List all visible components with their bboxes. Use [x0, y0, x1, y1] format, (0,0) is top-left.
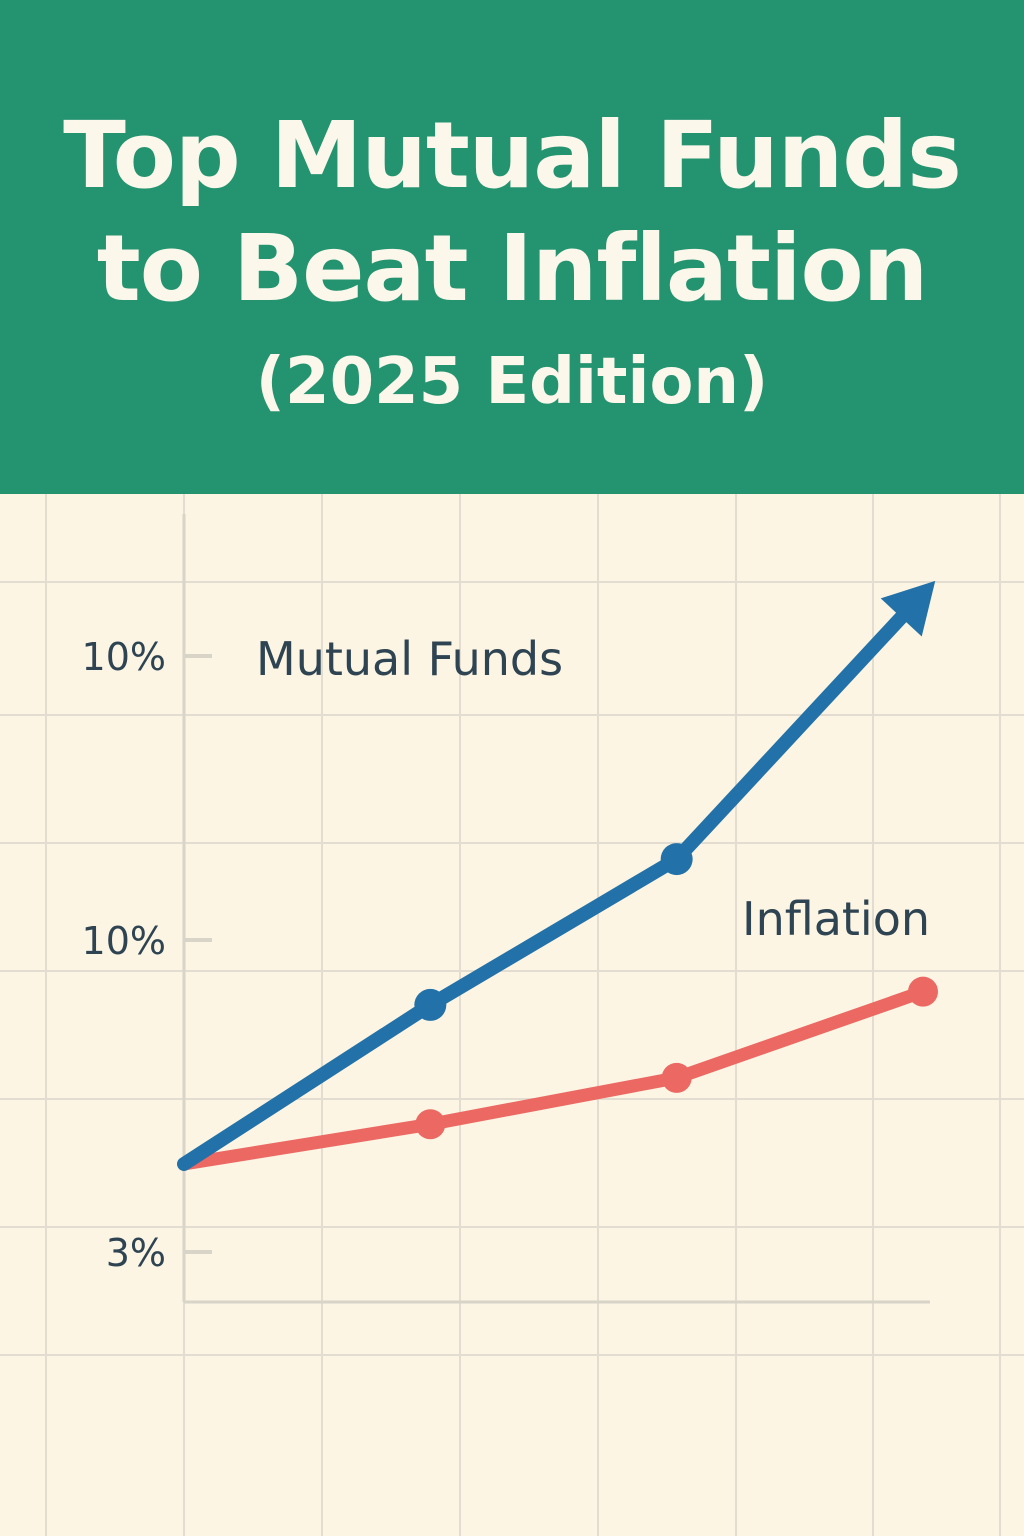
- series-label-mutual-funds: Mutual Funds: [256, 632, 563, 686]
- edition-subtitle: (2025 Edition): [255, 345, 769, 419]
- mutual-funds-point: [660, 843, 693, 876]
- y-axis-ticks: 10% 10% 3%: [82, 635, 212, 1275]
- grid-lines: [0, 494, 1024, 1536]
- y-tick-label: 3%: [106, 1231, 166, 1275]
- y-tick-label: 10%: [82, 635, 166, 679]
- inflation-point: [661, 1062, 692, 1093]
- mutual-funds-point: [414, 988, 447, 1021]
- line-chart: 10% 10% 3% Mutual Funds Inflation: [0, 494, 1024, 1536]
- series-labels: Mutual Funds Inflation: [256, 632, 930, 946]
- mutual-funds-line: [177, 607, 911, 1171]
- series-label-inflation: Inflation: [742, 892, 930, 946]
- mutual-funds-arrowhead: [880, 580, 936, 637]
- title-line-2: to Beat Inflation: [96, 215, 928, 322]
- inflation-point: [908, 976, 938, 1007]
- y-tick-label: 10%: [82, 919, 166, 963]
- title-banner: Top Mutual Funds to Beat Inflation (2025…: [0, 0, 1024, 494]
- chart-area: 10% 10% 3% Mutual Funds Inflation: [0, 494, 1024, 1536]
- inflation-line: [177, 985, 930, 1171]
- series-layer: [177, 580, 938, 1171]
- inflation-point: [415, 1109, 446, 1140]
- title-line-1: Top Mutual Funds: [63, 102, 962, 209]
